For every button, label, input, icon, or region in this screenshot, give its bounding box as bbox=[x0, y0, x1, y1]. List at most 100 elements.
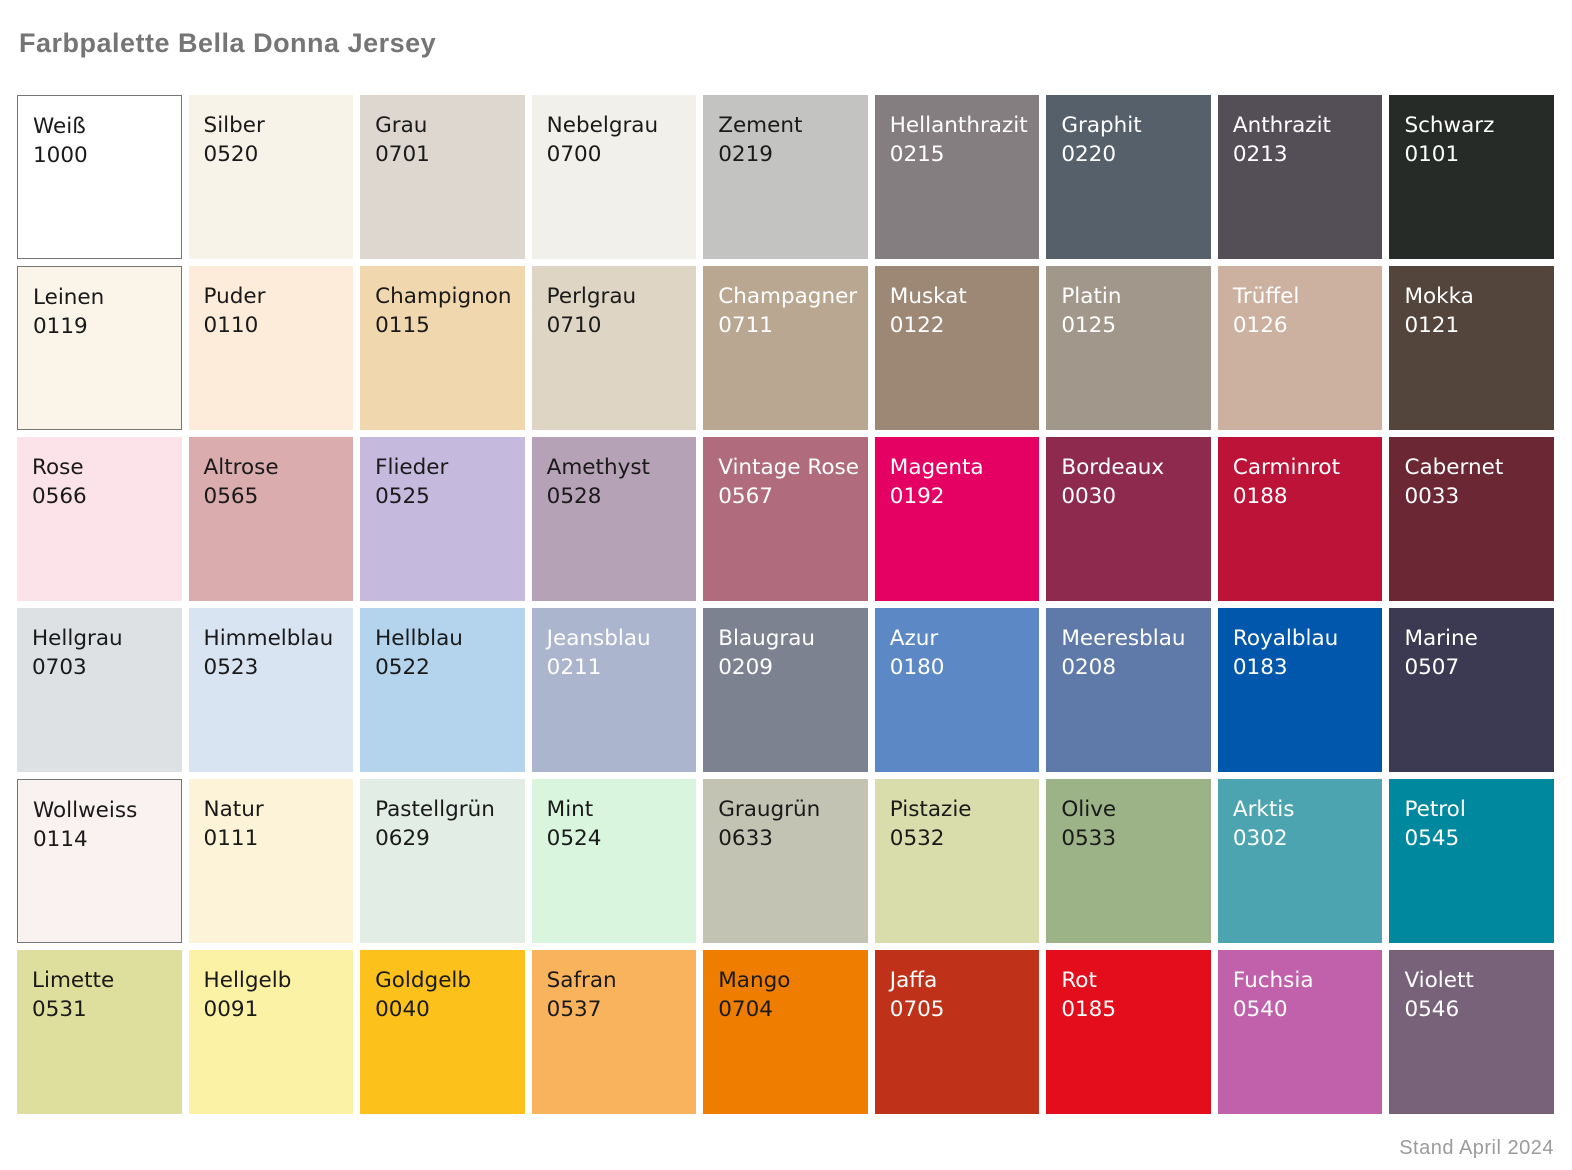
color-name: Hellgrau bbox=[32, 626, 123, 651]
color-code: 0185 bbox=[1061, 996, 1117, 1022]
color-name: Petrol bbox=[1404, 797, 1466, 822]
color-swatch-0525: Flieder 0525 bbox=[360, 437, 525, 601]
color-swatch-0546: Violett 0546 bbox=[1389, 950, 1554, 1114]
color-name: Zement bbox=[718, 113, 803, 138]
color-code: 0701 bbox=[375, 141, 430, 167]
color-name: Leinen bbox=[33, 285, 105, 310]
color-code: 0213 bbox=[1232, 141, 1288, 167]
color-code: 0525 bbox=[375, 483, 430, 509]
color-code: 0126 bbox=[1232, 312, 1288, 338]
color-code: 0215 bbox=[889, 141, 945, 167]
color-code: 0533 bbox=[1061, 825, 1117, 851]
color-code: 0033 bbox=[1404, 483, 1460, 509]
color-swatch-0220: Graphit 0220 bbox=[1046, 95, 1211, 259]
color-name: Trüffel bbox=[1232, 284, 1300, 309]
color-swatch-0122: Muskat 0122 bbox=[874, 266, 1040, 430]
color-name: Magenta bbox=[889, 455, 984, 480]
color-code: 0030 bbox=[1061, 483, 1117, 509]
color-code: 0711 bbox=[718, 312, 773, 338]
color-name: Jaffa bbox=[889, 968, 938, 993]
color-swatch-0115: Champignon 0115 bbox=[360, 266, 525, 430]
color-name: Mint bbox=[546, 797, 594, 822]
color-code: 0121 bbox=[1404, 312, 1460, 338]
color-swatch-1000: Weiß 1000 bbox=[17, 95, 182, 259]
color-code: 0633 bbox=[718, 825, 773, 851]
color-code: 0183 bbox=[1232, 654, 1288, 680]
color-code: 0710 bbox=[546, 312, 602, 338]
color-code: 0522 bbox=[375, 654, 430, 680]
color-name: Olive bbox=[1061, 797, 1117, 822]
color-code: 0565 bbox=[203, 483, 259, 509]
color-code: 0546 bbox=[1404, 996, 1460, 1022]
color-swatch-0523: Himmelblau 0523 bbox=[188, 608, 354, 772]
color-name: Marine bbox=[1404, 626, 1478, 651]
color-name: Meeresblau bbox=[1061, 626, 1186, 651]
color-name: Champagner bbox=[718, 284, 858, 309]
color-name: Arktis bbox=[1232, 797, 1295, 822]
color-name: Goldgelb bbox=[375, 968, 472, 993]
color-code: 0629 bbox=[375, 825, 430, 851]
color-swatch-0183: Royalblau 0183 bbox=[1217, 608, 1383, 772]
footer-date-stamp: Stand April 2024 bbox=[1399, 1137, 1554, 1159]
color-code: 0209 bbox=[718, 654, 773, 680]
color-name: Violett bbox=[1404, 968, 1474, 993]
color-swatch-0219: Zement 0219 bbox=[703, 95, 868, 259]
color-name: Hellblau bbox=[375, 626, 463, 651]
color-name: Nebelgrau bbox=[546, 113, 659, 138]
color-name: Royalblau bbox=[1232, 626, 1339, 651]
color-swatch-0030: Bordeaux 0030 bbox=[1046, 437, 1211, 601]
color-name: Graphit bbox=[1061, 113, 1142, 138]
color-swatch-0711: Champagner 0711 bbox=[703, 266, 868, 430]
color-swatch-0528: Amethyst 0528 bbox=[531, 437, 697, 601]
color-name: Champignon bbox=[375, 284, 512, 309]
color-code: 0220 bbox=[1061, 141, 1117, 167]
color-code: 0540 bbox=[1232, 996, 1288, 1022]
color-swatch-0208: Meeresblau 0208 bbox=[1046, 608, 1211, 772]
color-code: 0567 bbox=[718, 483, 773, 509]
color-code: 0119 bbox=[33, 313, 88, 339]
color-name: Azur bbox=[889, 626, 939, 651]
color-name: Weiß bbox=[33, 114, 86, 139]
color-name: Fuchsia bbox=[1232, 968, 1314, 993]
color-code: 0122 bbox=[889, 312, 945, 338]
color-name: Amethyst bbox=[546, 455, 650, 480]
color-name: Wollweiss bbox=[33, 798, 138, 823]
palette-grid: Weiß 1000 Silber 0520 Grau 0701 Nebelgrau 0700 Z… bbox=[17, 95, 1554, 1114]
color-code: 0115 bbox=[375, 312, 430, 338]
color-name: Rot bbox=[1061, 968, 1097, 993]
color-swatch-0209: Blaugrau 0209 bbox=[703, 608, 868, 772]
color-code: 0091 bbox=[203, 996, 259, 1022]
color-swatch-0545: Petrol 0545 bbox=[1389, 779, 1554, 943]
color-swatch-0101: Schwarz 0101 bbox=[1389, 95, 1554, 259]
color-code: 0188 bbox=[1232, 483, 1288, 509]
color-name: Bordeaux bbox=[1061, 455, 1165, 480]
color-code: 0302 bbox=[1232, 825, 1288, 851]
color-swatch-0533: Olive 0533 bbox=[1046, 779, 1211, 943]
color-name: Mokka bbox=[1404, 284, 1474, 309]
color-code: 0705 bbox=[889, 996, 945, 1022]
color-name: Perlgrau bbox=[546, 284, 637, 309]
color-code: 0528 bbox=[546, 483, 602, 509]
color-name: Anthrazit bbox=[1232, 113, 1331, 138]
color-swatch-0703: Hellgrau 0703 bbox=[17, 608, 182, 772]
color-swatch-0567: Vintage Rose 0567 bbox=[703, 437, 868, 601]
color-swatch-0180: Azur 0180 bbox=[874, 608, 1040, 772]
color-swatch-0565: Altrose 0565 bbox=[188, 437, 354, 601]
color-swatch-0704: Mango 0704 bbox=[703, 950, 868, 1114]
color-code: 0537 bbox=[546, 996, 602, 1022]
color-swatch-0710: Perlgrau 0710 bbox=[531, 266, 697, 430]
color-swatch-0192: Magenta 0192 bbox=[874, 437, 1040, 601]
color-name: Pastellgrün bbox=[375, 797, 495, 822]
color-swatch-0701: Grau 0701 bbox=[360, 95, 525, 259]
color-swatch-0566: Rose 0566 bbox=[17, 437, 182, 601]
color-swatch-0213: Anthrazit 0213 bbox=[1217, 95, 1383, 259]
color-name: Jeansblau bbox=[546, 626, 651, 651]
color-name: Silber bbox=[203, 113, 265, 138]
color-code: 0219 bbox=[718, 141, 773, 167]
color-name: Pistazie bbox=[889, 797, 972, 822]
color-name: Mango bbox=[718, 968, 791, 993]
color-code: 0208 bbox=[1061, 654, 1117, 680]
color-code: 0523 bbox=[203, 654, 259, 680]
color-code: 0700 bbox=[546, 141, 602, 167]
